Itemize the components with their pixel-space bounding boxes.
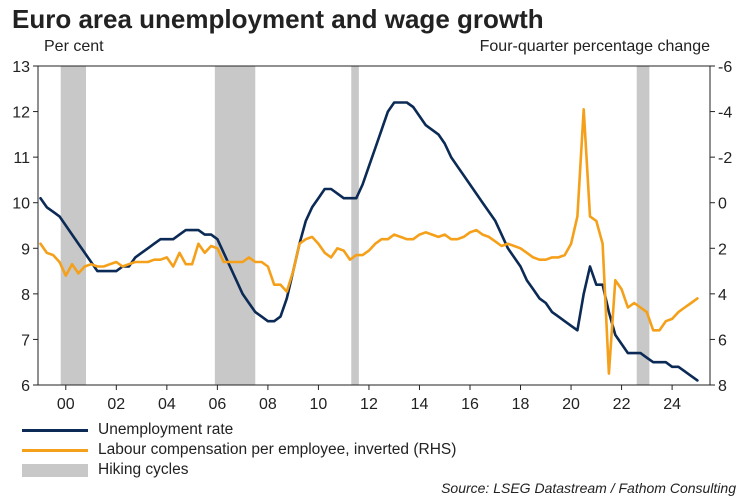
left-tick-label-7: 7 [21, 332, 30, 349]
x-tick-label-18: 18 [512, 396, 530, 413]
x-tick-label-00: 00 [57, 396, 75, 413]
right-tick-label--4: -4 [718, 105, 732, 122]
left-tick-label-8: 8 [21, 287, 30, 304]
left-tick-label-11: 11 [13, 150, 30, 167]
legend: Unemployment rate Labour compensation pe… [22, 420, 456, 480]
right-tick-label-6: 6 [718, 332, 727, 349]
hiking-band-2 [351, 66, 359, 385]
x-tick-label-24: 24 [663, 396, 681, 413]
plot-frame [37, 65, 711, 386]
legend-label-hiking: Hiking cycles [98, 461, 189, 478]
x-tick-label-16: 16 [461, 396, 479, 413]
unemployment-line [39, 101, 699, 382]
hiking-band-3 [636, 66, 650, 385]
wages-line [39, 108, 699, 375]
left-tick-label-9: 9 [21, 241, 30, 258]
legend-swatch-hiking [22, 463, 88, 477]
chart-title: Euro area unemployment and wage growth [12, 4, 544, 34]
x-tick-label-14: 14 [411, 396, 429, 413]
right-tick-label-4: 4 [718, 287, 727, 304]
x-tick-label-04: 04 [158, 396, 176, 413]
right-tick-label--6: -6 [718, 59, 732, 76]
left-tick-label-6: 6 [21, 378, 30, 395]
source-note: Source: LSEG Datastream / Fathom Consult… [441, 480, 736, 496]
hiking-band-1 [214, 66, 256, 385]
right-tick-label-2: 2 [718, 241, 727, 258]
right-axis-unit: Four-quarter percentage change [479, 38, 710, 55]
legend-label-wages: Labour compensation per employee, invert… [98, 441, 457, 458]
x-tick-label-06: 06 [208, 396, 226, 413]
right-tick-label--2: -2 [718, 150, 732, 167]
legend-item-wages: Labour compensation per employee, invert… [22, 440, 456, 460]
x-tick-label-02: 02 [107, 396, 125, 413]
legend-swatch-unemployment [22, 428, 88, 432]
x-tick-label-20: 20 [562, 396, 580, 413]
x-tick-label-22: 22 [613, 396, 631, 413]
x-tick-label-12: 12 [360, 396, 378, 413]
legend-item-unemployment: Unemployment rate [22, 420, 456, 440]
left-axis-unit: Per cent [44, 38, 104, 55]
legend-label-unemployment: Unemployment rate [98, 421, 234, 438]
left-tick-label-13: 13 [12, 59, 30, 76]
right-tick-label-8: 8 [718, 378, 727, 395]
legend-item-hiking: Hiking cycles [22, 460, 456, 480]
right-tick-label-0: 0 [718, 196, 727, 213]
legend-swatch-wages [22, 448, 88, 452]
left-tick-label-12: 12 [12, 105, 30, 122]
left-tick-label-10: 10 [12, 196, 30, 213]
x-tick-label-08: 08 [259, 396, 277, 413]
x-tick-label-10: 10 [310, 396, 328, 413]
